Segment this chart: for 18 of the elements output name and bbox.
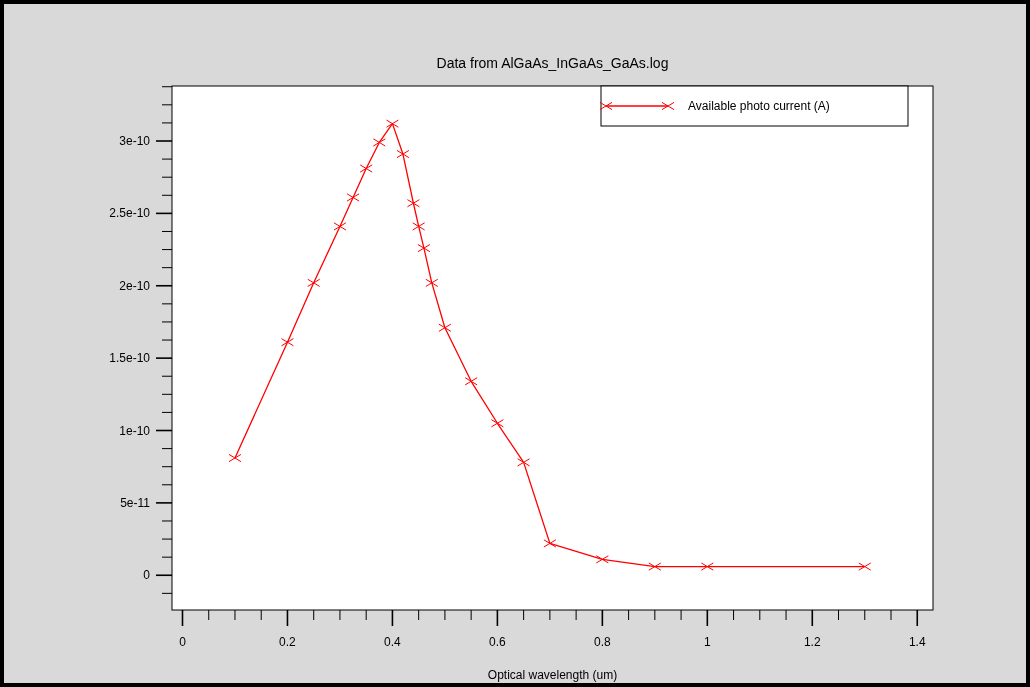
- x-tick-label: 0.2: [279, 635, 297, 649]
- x-tick-label: 0.6: [489, 635, 507, 649]
- x-axis-title: Optical wavelength (um): [487, 668, 618, 682]
- legend-label: Available photo current (A): [688, 99, 830, 113]
- y-tick-label: 2e-10: [119, 278, 151, 293]
- y-tick-label: 1.5e-10: [109, 351, 151, 366]
- x-tick-label: 1.2: [803, 635, 821, 649]
- chart-title: Data from AlGaAs_InGaAs_GaAs.log: [436, 55, 669, 71]
- y-tick-label: 2.5e-10: [109, 206, 151, 221]
- y-tick-label: 3e-10: [119, 134, 151, 149]
- y-tick-label: 0: [143, 568, 151, 583]
- x-tick-label: 0.8: [594, 635, 612, 649]
- y-tick-label: 1e-10: [119, 423, 151, 438]
- x-tick-label: 0.4: [384, 635, 402, 649]
- x-tick-label: 0: [179, 635, 187, 649]
- x-tick-label: 1: [703, 635, 711, 649]
- y-tick-label: 5e-11: [120, 495, 151, 510]
- x-tick-label: 1.4: [908, 635, 926, 649]
